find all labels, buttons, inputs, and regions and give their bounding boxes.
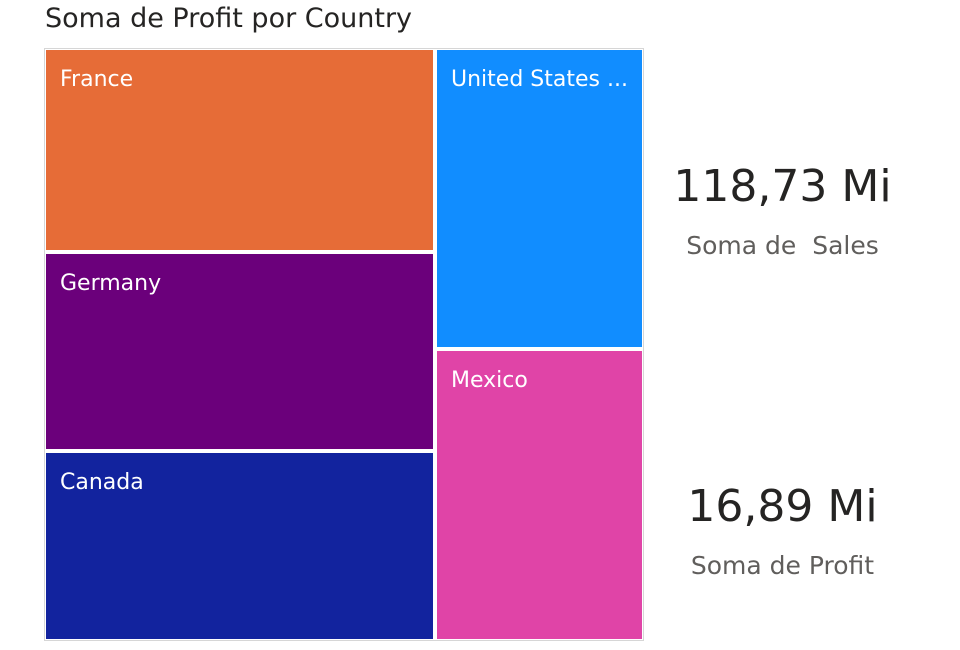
tile-canada[interactable]: Canada xyxy=(46,453,433,639)
chart-title: Soma de Profit por Country xyxy=(45,3,413,34)
tile-label: Mexico xyxy=(451,368,528,393)
tile-france[interactable]: France xyxy=(46,50,433,250)
sales-card[interactable]: 118,73 Mi Soma de Sales xyxy=(650,160,915,262)
tile-label: Canada xyxy=(60,470,144,495)
profit-value: 16,89 Mi xyxy=(687,481,878,532)
sales-label: Soma de Sales xyxy=(686,231,879,260)
tile-label: United States ... xyxy=(451,67,628,92)
tile-mexico[interactable]: Mexico xyxy=(437,351,642,639)
sales-value: 118,73 Mi xyxy=(673,161,892,212)
tile-label: France xyxy=(60,67,134,92)
tile-label: Germany xyxy=(60,271,162,296)
tile-united-states[interactable]: United States ... xyxy=(437,50,642,347)
profit-card[interactable]: 16,89 Mi Soma de Profit xyxy=(650,480,915,582)
tile-germany[interactable]: Germany xyxy=(46,254,433,449)
profit-label: Soma de Profit xyxy=(690,551,875,580)
